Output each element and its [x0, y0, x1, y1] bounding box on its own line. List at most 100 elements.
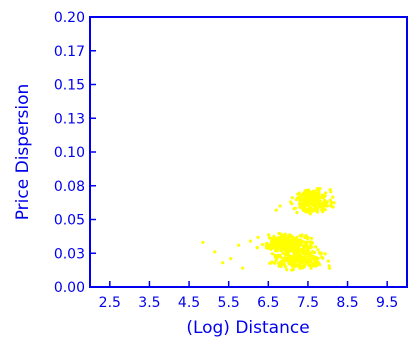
data-point: [306, 254, 310, 258]
data-point: [292, 264, 296, 268]
data-point: [276, 253, 280, 257]
data-point: [255, 245, 259, 250]
data-point: [289, 240, 293, 244]
data-point: [292, 246, 296, 250]
data-point: [269, 247, 273, 251]
data-point: [293, 258, 297, 262]
data-point: [313, 204, 317, 208]
y-tick-label: 0.17: [54, 44, 85, 60]
data-point: [270, 252, 274, 256]
data-point: [310, 209, 314, 213]
data-point: [323, 199, 327, 203]
data-point: [310, 236, 314, 240]
data-point: [298, 241, 302, 245]
points-layer: [201, 187, 336, 272]
data-point: [301, 208, 305, 212]
data-point: [319, 202, 323, 206]
x-tick-label: 4.5: [178, 295, 200, 311]
data-point: [308, 205, 312, 209]
data-point: [290, 196, 294, 200]
data-point: [291, 238, 295, 242]
data-point: [309, 193, 314, 197]
data-point: [305, 208, 309, 212]
data-point: [318, 252, 323, 256]
data-point: [300, 234, 304, 238]
data-point: [304, 242, 308, 246]
data-point: [299, 248, 303, 252]
data-point: [273, 261, 277, 265]
data-point: [288, 245, 292, 249]
data-point: [307, 258, 311, 263]
data-point: [293, 206, 297, 210]
data-point: [313, 191, 317, 195]
data-point: [221, 261, 225, 265]
data-point: [213, 250, 217, 254]
x-tick-label: 6.5: [257, 295, 279, 311]
y-tick-label: 0.00: [54, 280, 85, 296]
data-point: [298, 205, 302, 209]
data-point: [284, 265, 288, 269]
data-point: [324, 191, 328, 195]
data-point: [295, 210, 299, 215]
data-point: [237, 243, 241, 247]
data-point: [306, 235, 310, 240]
x-axis-title: (Log) Distance: [186, 318, 309, 338]
data-point: [256, 235, 260, 239]
data-point: [313, 198, 318, 202]
data-point: [290, 268, 294, 272]
data-point: [274, 259, 278, 263]
data-point: [323, 194, 327, 198]
data-point: [294, 238, 298, 242]
plot-frame: [89, 16, 408, 288]
data-point: [314, 245, 318, 249]
data-point: [331, 195, 335, 199]
data-point: [302, 257, 307, 261]
data-point: [300, 202, 304, 206]
data-point: [302, 265, 306, 269]
data-point: [327, 264, 331, 268]
data-point: [297, 202, 301, 206]
data-point: [293, 248, 297, 253]
data-point: [241, 266, 245, 270]
data-point: [302, 249, 306, 253]
data-point: [316, 248, 320, 252]
data-point: [312, 250, 316, 255]
data-point: [318, 187, 322, 191]
data-point: [331, 205, 335, 209]
data-point: [329, 200, 333, 204]
data-point: [281, 238, 285, 242]
data-point: [285, 237, 289, 241]
data-point: [275, 243, 279, 247]
x-tick-label: 3.5: [138, 295, 160, 311]
data-point: [306, 197, 310, 201]
data-point: [316, 187, 320, 191]
data-point: [279, 255, 283, 259]
data-point: [326, 259, 330, 263]
data-point: [260, 243, 264, 247]
data-point: [309, 265, 313, 269]
data-point: [321, 256, 325, 260]
data-point: [282, 242, 286, 246]
data-point: [316, 201, 320, 205]
data-point: [329, 203, 333, 207]
data-point: [307, 210, 311, 214]
data-point: [307, 263, 311, 267]
data-point: [296, 238, 300, 242]
x-tick-label: 5.5: [218, 295, 240, 311]
data-point: [302, 199, 306, 203]
data-point: [306, 192, 310, 196]
data-point: [274, 208, 278, 212]
data-point: [302, 253, 306, 257]
data-point: [318, 195, 322, 200]
data-point: [323, 252, 327, 256]
data-point: [248, 239, 253, 243]
data-point: [273, 249, 278, 253]
data-point: [277, 238, 281, 242]
data-point: [277, 231, 281, 235]
data-point: [326, 204, 330, 208]
data-point: [311, 195, 315, 200]
data-point: [285, 268, 289, 272]
data-point: [295, 196, 300, 200]
data-point: [304, 204, 308, 208]
